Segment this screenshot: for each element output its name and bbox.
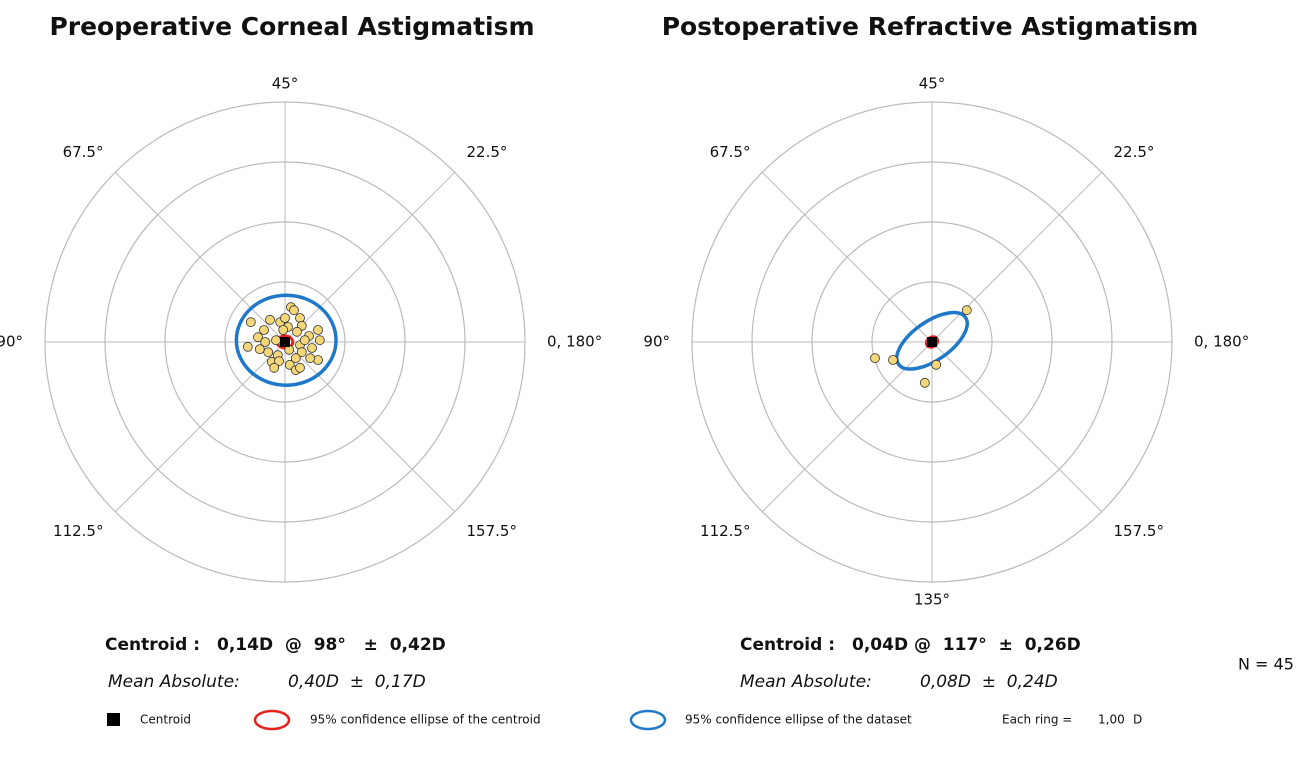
data-point [269, 362, 280, 373]
n-label: N = 45 [1238, 655, 1294, 674]
ring [691, 101, 1173, 583]
centroid-label: Centroid : [105, 635, 200, 655]
data-point [292, 326, 302, 337]
data-point [870, 353, 880, 364]
legend-red-ellipse [253, 709, 291, 731]
legend-centroid-icon [107, 713, 120, 726]
angle-label: 135° [914, 591, 950, 609]
ring [44, 101, 526, 583]
data-point [271, 335, 281, 346]
data-point [931, 359, 942, 370]
angle-label: 22.5° [1114, 143, 1155, 161]
data-point [314, 335, 325, 346]
data-point [242, 341, 253, 352]
legend-dataset-ellipse: 95% confidence ellipse of the dataset [685, 713, 912, 727]
legend-ring-label: Each ring = [1002, 713, 1072, 727]
data-point [253, 332, 263, 343]
data-point [274, 356, 284, 367]
chart-title: Preoperative Corneal Astigmatism [49, 12, 534, 41]
mean-label: Mean Absolute: [740, 672, 872, 692]
centroid [280, 337, 290, 347]
data-point [289, 305, 299, 316]
ring [811, 221, 1053, 463]
data-point [919, 377, 930, 388]
angle-label: 67.5° [63, 143, 104, 161]
angle-label: 0, 180° [547, 333, 602, 351]
angle-label: 45° [272, 75, 299, 93]
chart-title: Postoperative Refractive Astigmatism [662, 12, 1199, 41]
data-point [888, 355, 898, 365]
confidence-ellipse [895, 310, 969, 371]
data-point [259, 325, 269, 335]
ring [871, 281, 993, 403]
legend-centroid: Centroid [140, 713, 191, 727]
data-point [254, 344, 265, 355]
legend-blue-ellipse [629, 709, 667, 731]
angle-label: 0, 180° [1194, 333, 1249, 351]
centroid-label: Centroid : [740, 635, 835, 655]
data-point [307, 343, 317, 353]
data-point [961, 305, 972, 316]
centroid-value: 0,04D @ 117° ± 0,26D [852, 635, 1081, 655]
data-point [245, 317, 256, 328]
angle-label: 22.5° [467, 143, 508, 161]
angle-label: 112.5° [700, 522, 750, 540]
mean-value: 0,08D ± 0,24D [920, 672, 1058, 692]
angle-label: 45° [919, 75, 946, 93]
legend-centroid-ellipse: 95% confidence ellipse of the centroid [310, 713, 541, 727]
ring [751, 161, 1113, 523]
ring [164, 221, 406, 463]
centroid [927, 337, 937, 347]
data-point [265, 314, 275, 325]
data-point [299, 335, 310, 346]
angle-label: 157.5° [467, 522, 517, 540]
data-point [290, 353, 301, 364]
data-point [295, 362, 305, 373]
mean-label: Mean Absolute: [108, 672, 240, 692]
angle-label: 67.5° [710, 143, 751, 161]
data-point [305, 353, 316, 364]
data-point [296, 347, 307, 358]
confidence-ellipse [234, 293, 338, 387]
angle-label: 157.5° [1114, 522, 1164, 540]
angle-label: 90° [0, 333, 23, 351]
angle-label: 90° [643, 333, 670, 351]
legend-ring-unit: D [1133, 713, 1142, 727]
legend-ring-value: 1,00 [1098, 713, 1125, 727]
data-point [313, 325, 323, 335]
mean-value: 0,40D ± 0,17D [288, 672, 426, 692]
data-point [280, 313, 290, 323]
data-point [263, 347, 274, 358]
ring [104, 161, 466, 523]
angle-label: 112.5° [53, 522, 103, 540]
data-point [278, 325, 289, 335]
centroid-value: 0,14D @ 98° ± 0,42D [217, 635, 446, 655]
ring [224, 281, 346, 403]
data-point [260, 337, 271, 347]
